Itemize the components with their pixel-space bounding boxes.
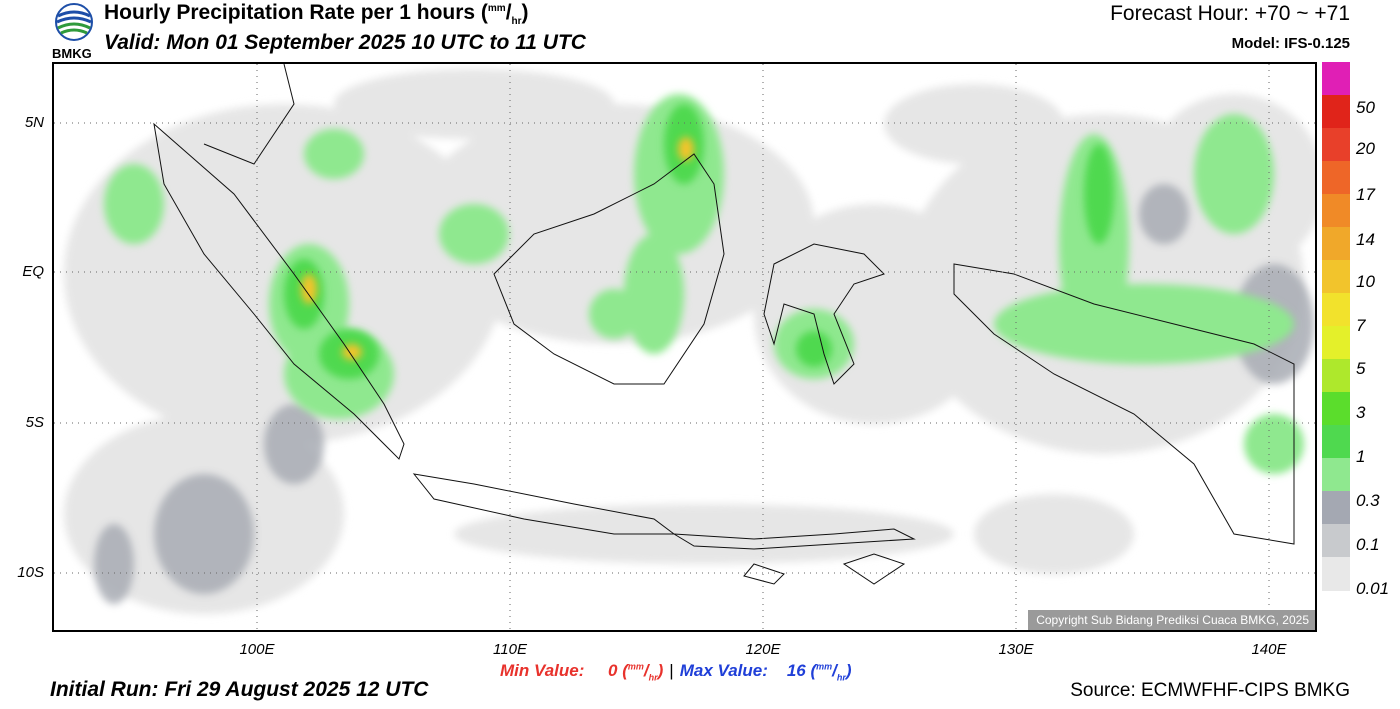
- legend-color-cell: [1322, 557, 1350, 591]
- min-value-group: Min Value: 0 (mm/hr): [500, 661, 664, 683]
- legend-label: 50: [1356, 98, 1375, 117]
- legend-label: 0.3: [1356, 491, 1380, 510]
- legend-label: 7: [1356, 316, 1366, 335]
- legend-color-cell: [1322, 128, 1350, 162]
- legend-color-cell: [1322, 425, 1350, 459]
- legend-color-cell: [1322, 227, 1350, 261]
- legend-color-cell: [1322, 62, 1350, 96]
- title-text: Hourly Precipitation Rate per 1 hours (: [104, 1, 488, 24]
- legend-label: 20: [1356, 139, 1375, 158]
- title-unit-den: hr: [511, 16, 522, 28]
- legend-color-cell: [1322, 524, 1350, 558]
- min-value: 0: [608, 661, 618, 680]
- lon-label-140e: 140E: [1251, 641, 1287, 658]
- legend-color-cell: [1322, 95, 1350, 129]
- legend-color-cell: [1322, 326, 1350, 360]
- legend-label: 17: [1356, 185, 1375, 204]
- separator: |: [669, 661, 674, 680]
- max-value: 16: [786, 661, 806, 680]
- lat-label-eq: EQ: [22, 263, 44, 280]
- lon-label-130e: 130E: [998, 641, 1034, 658]
- lon-label-100e: 100E: [239, 641, 275, 658]
- legend-color-cell: [1322, 392, 1350, 426]
- lon-label-120e: 120E: [745, 641, 781, 658]
- map-canvas: [54, 64, 1315, 630]
- legend-label: 10: [1356, 272, 1375, 291]
- min-unit-num: mm: [627, 661, 644, 672]
- valid-time: Valid: Mon 01 September 2025 10 UTC to 1…: [104, 31, 586, 54]
- lat-label-5n: 5N: [24, 114, 44, 131]
- legend-label: 0.01: [1356, 579, 1390, 598]
- min-unit-den: hr: [648, 672, 658, 683]
- legend-label: 14: [1356, 230, 1375, 249]
- max-value-group: Max Value: 16 (mm/hr): [679, 661, 852, 683]
- chart-title: Hourly Precipitation Rate per 1 hours (m…: [104, 1, 529, 28]
- max-unit-num: mm: [816, 661, 833, 672]
- min-label: Min Value:: [500, 661, 585, 680]
- bmkg-logo: BMKG: [50, 2, 98, 61]
- legend-color-cell: [1322, 491, 1350, 525]
- coastlines: [153, 64, 1295, 585]
- title-unit-num: mm: [487, 3, 506, 14]
- model-name: Model: IFS-0.125: [1231, 35, 1350, 52]
- precip-green-layer: [104, 94, 1304, 474]
- legend-color-cell: [1322, 260, 1350, 294]
- max-unit-den: hr: [836, 672, 846, 683]
- max-label: Max Value:: [679, 661, 768, 680]
- forecast-hour: Forecast Hour: +70 ~ +71: [1110, 2, 1350, 25]
- initial-run: Initial Run: Fri 29 August 2025 12 UTC: [50, 678, 429, 701]
- min-max-values: Min Value: 0 (mm/hr) | Max Value: 16 (mm/h…: [500, 661, 852, 682]
- precipitation-map: Copyright Sub Bidang Prediksi Cuaca BMKG…: [52, 62, 1317, 632]
- copyright-notice: Copyright Sub Bidang Prediksi Cuaca BMKG…: [1028, 610, 1315, 630]
- lat-label-5s: 5S: [25, 414, 44, 431]
- legend-label: 3: [1356, 403, 1366, 422]
- data-source: Source: ECMWFHF-CIPS BMKG: [1070, 680, 1350, 701]
- legend-label: 1: [1356, 447, 1366, 466]
- legend-color-cell: [1322, 458, 1350, 492]
- gridlines: [54, 64, 1315, 630]
- legend-label: 0.1: [1356, 535, 1380, 554]
- lat-label-10s: 10S: [17, 564, 44, 581]
- legend-label: 5: [1356, 359, 1366, 378]
- lon-label-110e: 110E: [493, 641, 527, 658]
- legend-color-cell: [1322, 293, 1350, 327]
- legend-color-cell: [1322, 161, 1350, 195]
- color-legend: [1322, 62, 1350, 591]
- bmkg-emblem-icon: [55, 3, 93, 41]
- legend-color-cell: [1322, 359, 1350, 393]
- logo-text: BMKG: [52, 46, 92, 61]
- legend-color-cell: [1322, 194, 1350, 228]
